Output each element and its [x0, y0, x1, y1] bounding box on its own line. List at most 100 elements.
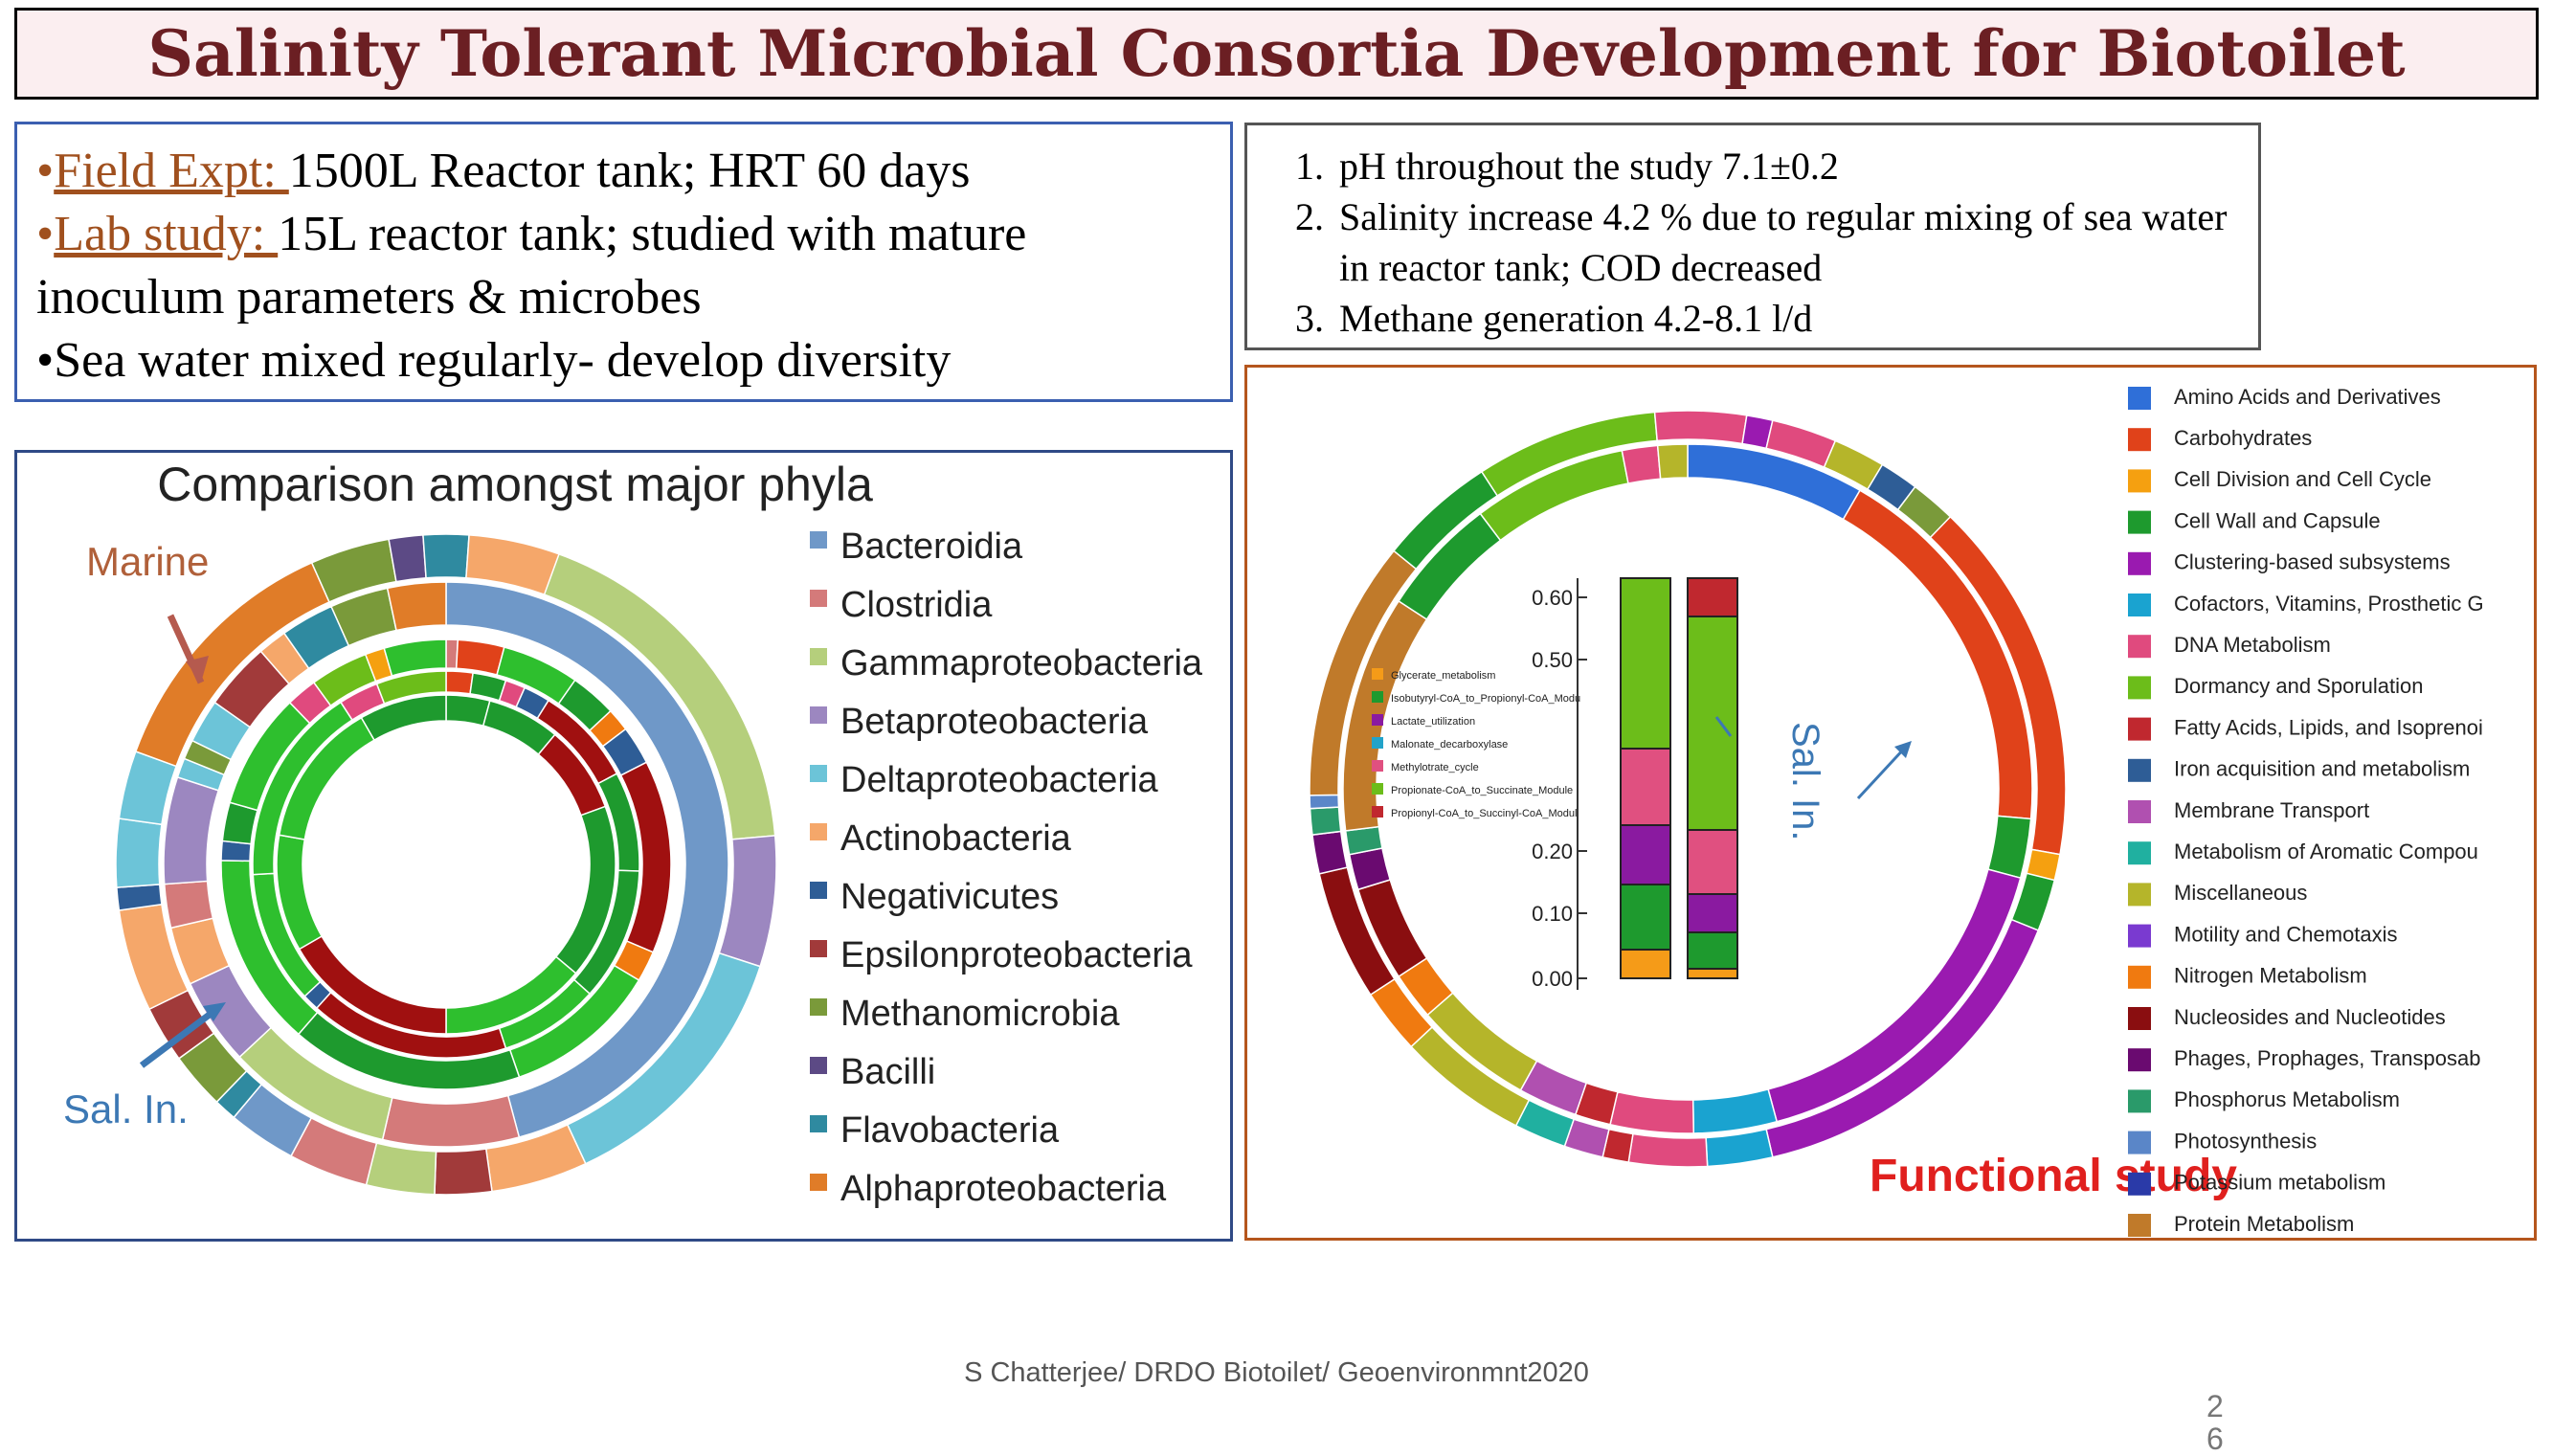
func-outer-segment — [1705, 1128, 1774, 1168]
func-arrow — [1856, 745, 1908, 800]
inner-axis-tick: 0.00 — [1532, 967, 1573, 991]
func-middle-segment — [1987, 815, 2032, 880]
inner-bar-segment — [1687, 616, 1738, 831]
func-legend-label: Miscellaneous — [2174, 881, 2307, 905]
func-legend-label: Membrane Transport — [2174, 798, 2369, 822]
func-outer-segment — [1896, 485, 1952, 539]
legend-label: Deltaproteobacteria — [840, 760, 1159, 800]
legend-label: Methanomicrobia — [840, 994, 1120, 1034]
func-legend-swatch — [2128, 635, 2151, 659]
inner-legend-swatch — [1372, 806, 1383, 818]
inner-legend-swatch — [1372, 714, 1383, 726]
func-legend-swatch — [2128, 594, 2151, 616]
phyla-rings — [115, 533, 777, 1196]
lab-study-text: 15L reactor tank; studied with mature — [278, 207, 1027, 261]
phyla-comparison-panel: Comparison amongst major phyla Marine Sa… — [14, 450, 1233, 1242]
func-salin-annotation: Sal. In. — [1784, 722, 1826, 841]
phyla-sunburst-chart: Comparison amongst major phyla Marine Sa… — [63, 458, 1203, 1209]
func-legend-label: Nucleosides and Nucleotides — [2174, 1005, 2446, 1029]
phyla-legend: Bacteroidia Clostridia Gammaproteobacteria… — [810, 526, 1203, 1209]
phyla-outer-segment — [465, 534, 560, 596]
page-number: 2 6 — [2206, 1390, 2224, 1455]
inner-bar-segment — [1620, 884, 1671, 951]
legend-swatch — [810, 590, 827, 607]
func-middle-segment — [1656, 443, 1689, 481]
legend-label: Betaproteobacteria — [840, 702, 1149, 742]
results-list: pH throughout the study 7.1±0.2 Salinity… — [1266, 141, 2239, 344]
page-number-digit-1: 2 — [2206, 1389, 2224, 1423]
inner-legend-label: Isobutyryl-CoA_to_Propionyl-CoA_Modu — [1391, 693, 1580, 705]
salin-arrow — [139, 1005, 221, 1068]
phyla-outer-segment — [365, 1142, 437, 1196]
func-legend-label: Potassium metabolism — [2174, 1171, 2385, 1195]
func-legend-label: Cofactors, Vitamins, Prosthetic G — [2174, 592, 2484, 616]
phyla-chart-title: Comparison amongst major phyla — [157, 458, 873, 511]
field-expt-text: 1500L Reactor tank; HRT 60 days — [288, 144, 971, 198]
phyla-middle-segment — [386, 581, 447, 632]
page-number-digit-2: 6 — [2206, 1422, 2224, 1456]
inner-axis-tick: 0.10 — [1532, 902, 1573, 926]
info-line-field-expt: •Field Expt: 1500L Reactor tank; HRT 60 … — [36, 144, 971, 198]
func-legend-label: Phosphorus Metabolism — [2174, 1087, 2400, 1111]
func-legend-label: Dormancy and Sporulation — [2174, 674, 2423, 698]
func-legend-label: Carbohydrates — [2174, 426, 2312, 450]
func-outer-segment — [1311, 830, 1349, 875]
func-legend-swatch — [2128, 965, 2151, 989]
phyla-outer-segment — [115, 818, 163, 888]
inner-bar-segment — [1687, 893, 1738, 933]
func-middle-segment — [1691, 1088, 1779, 1134]
legend-label: Bacilli — [840, 1052, 935, 1092]
slide-title: Salinity Tolerant Microbial Consortia De… — [147, 16, 2406, 91]
marine-annotation: Marine — [86, 539, 209, 584]
func-outer-segment — [1653, 410, 1748, 445]
func-legend-label: Photosynthesis — [2174, 1129, 2317, 1153]
inner-legend-swatch — [1372, 668, 1383, 680]
inner-bar-segment — [1687, 931, 1738, 970]
legend-swatch — [810, 882, 827, 899]
legend-label: Bacteroidia — [840, 526, 1023, 567]
inner-axis-tick: 0.60 — [1532, 586, 1573, 610]
phyla-inner-3-segment — [445, 694, 491, 728]
info-line-inoculum: inoculum parameters & microbes — [36, 270, 702, 325]
field-expt-link[interactable]: Field Expt: — [54, 144, 289, 198]
legend-label: Gammaproteobacteria — [840, 643, 1203, 683]
results-info-box: pH throughout the study 7.1±0.2 Salinity… — [1244, 123, 2261, 350]
legend-swatch — [810, 765, 827, 782]
inner-legend-label: Glycerate_metabolism — [1391, 670, 1495, 682]
func-legend-swatch — [2128, 883, 2151, 907]
lab-study-link[interactable]: Lab study: — [54, 207, 279, 261]
experiment-info-box: •Field Expt: 1500L Reactor tank; HRT 60 … — [14, 122, 1233, 402]
func-legend-label: Nitrogen Metabolism — [2174, 964, 2367, 988]
func-legend-swatch — [2128, 1131, 2151, 1154]
inner-legend-swatch — [1372, 760, 1383, 772]
result-item-salinity: Salinity increase 4.2 % due to regular m… — [1333, 191, 2239, 293]
inner-bar-segment — [1620, 949, 1671, 979]
func-legend-swatch — [2128, 758, 2151, 782]
func-legend-label: Cell Division and Cell Cycle — [2174, 467, 2431, 491]
func-legend-label: Metabolism of Aromatic Compou — [2174, 840, 2478, 863]
func-legend-label: Cell Wall and Capsule — [2174, 508, 2381, 532]
func-legend-label: Fatty Acids, Lipids, and Isoprenoi — [2174, 715, 2483, 739]
functional-study-label: Functional study — [1870, 1151, 2237, 1201]
inner-legend-label: Methylotrate_cycle — [1391, 762, 1479, 773]
func-legend-swatch — [2128, 676, 2151, 700]
phyla-inner-2-segment — [445, 670, 474, 695]
footer-credit: S Chatterjee/ DRDO Biotoilet/ Geoenviron… — [964, 1357, 1589, 1388]
func-legend-swatch — [2128, 1089, 2151, 1113]
inner-bar-segment — [1687, 829, 1738, 895]
legend-label: Flavobacteria — [840, 1110, 1060, 1151]
func-middle-segment — [1621, 444, 1662, 484]
inner-axis-tick: 0.50 — [1532, 648, 1573, 672]
func-legend-swatch — [2128, 1007, 2151, 1030]
func-legend-label: Phages, Prophages, Transposab — [2174, 1046, 2480, 1070]
func-legend-label: Amino Acids and Derivatives — [2174, 385, 2441, 409]
inner-bar-segment — [1620, 577, 1671, 750]
func-legend-swatch — [2128, 469, 2151, 493]
title-banner: Salinity Tolerant Microbial Consortia De… — [14, 8, 2539, 100]
func-legend-swatch — [2128, 510, 2151, 534]
functional-study-panel: 0.60 0.50 0.20 0.10 0.00 Glycerate_metabolism… — [1244, 365, 2537, 1241]
phyla-outer-segment — [422, 533, 470, 579]
inner-legend-label: Propionate-CoA_to_Succinate_Module — [1391, 785, 1573, 796]
salin-annotation: Sal. In. — [63, 1086, 189, 1131]
func-legend-swatch — [2128, 800, 2151, 823]
